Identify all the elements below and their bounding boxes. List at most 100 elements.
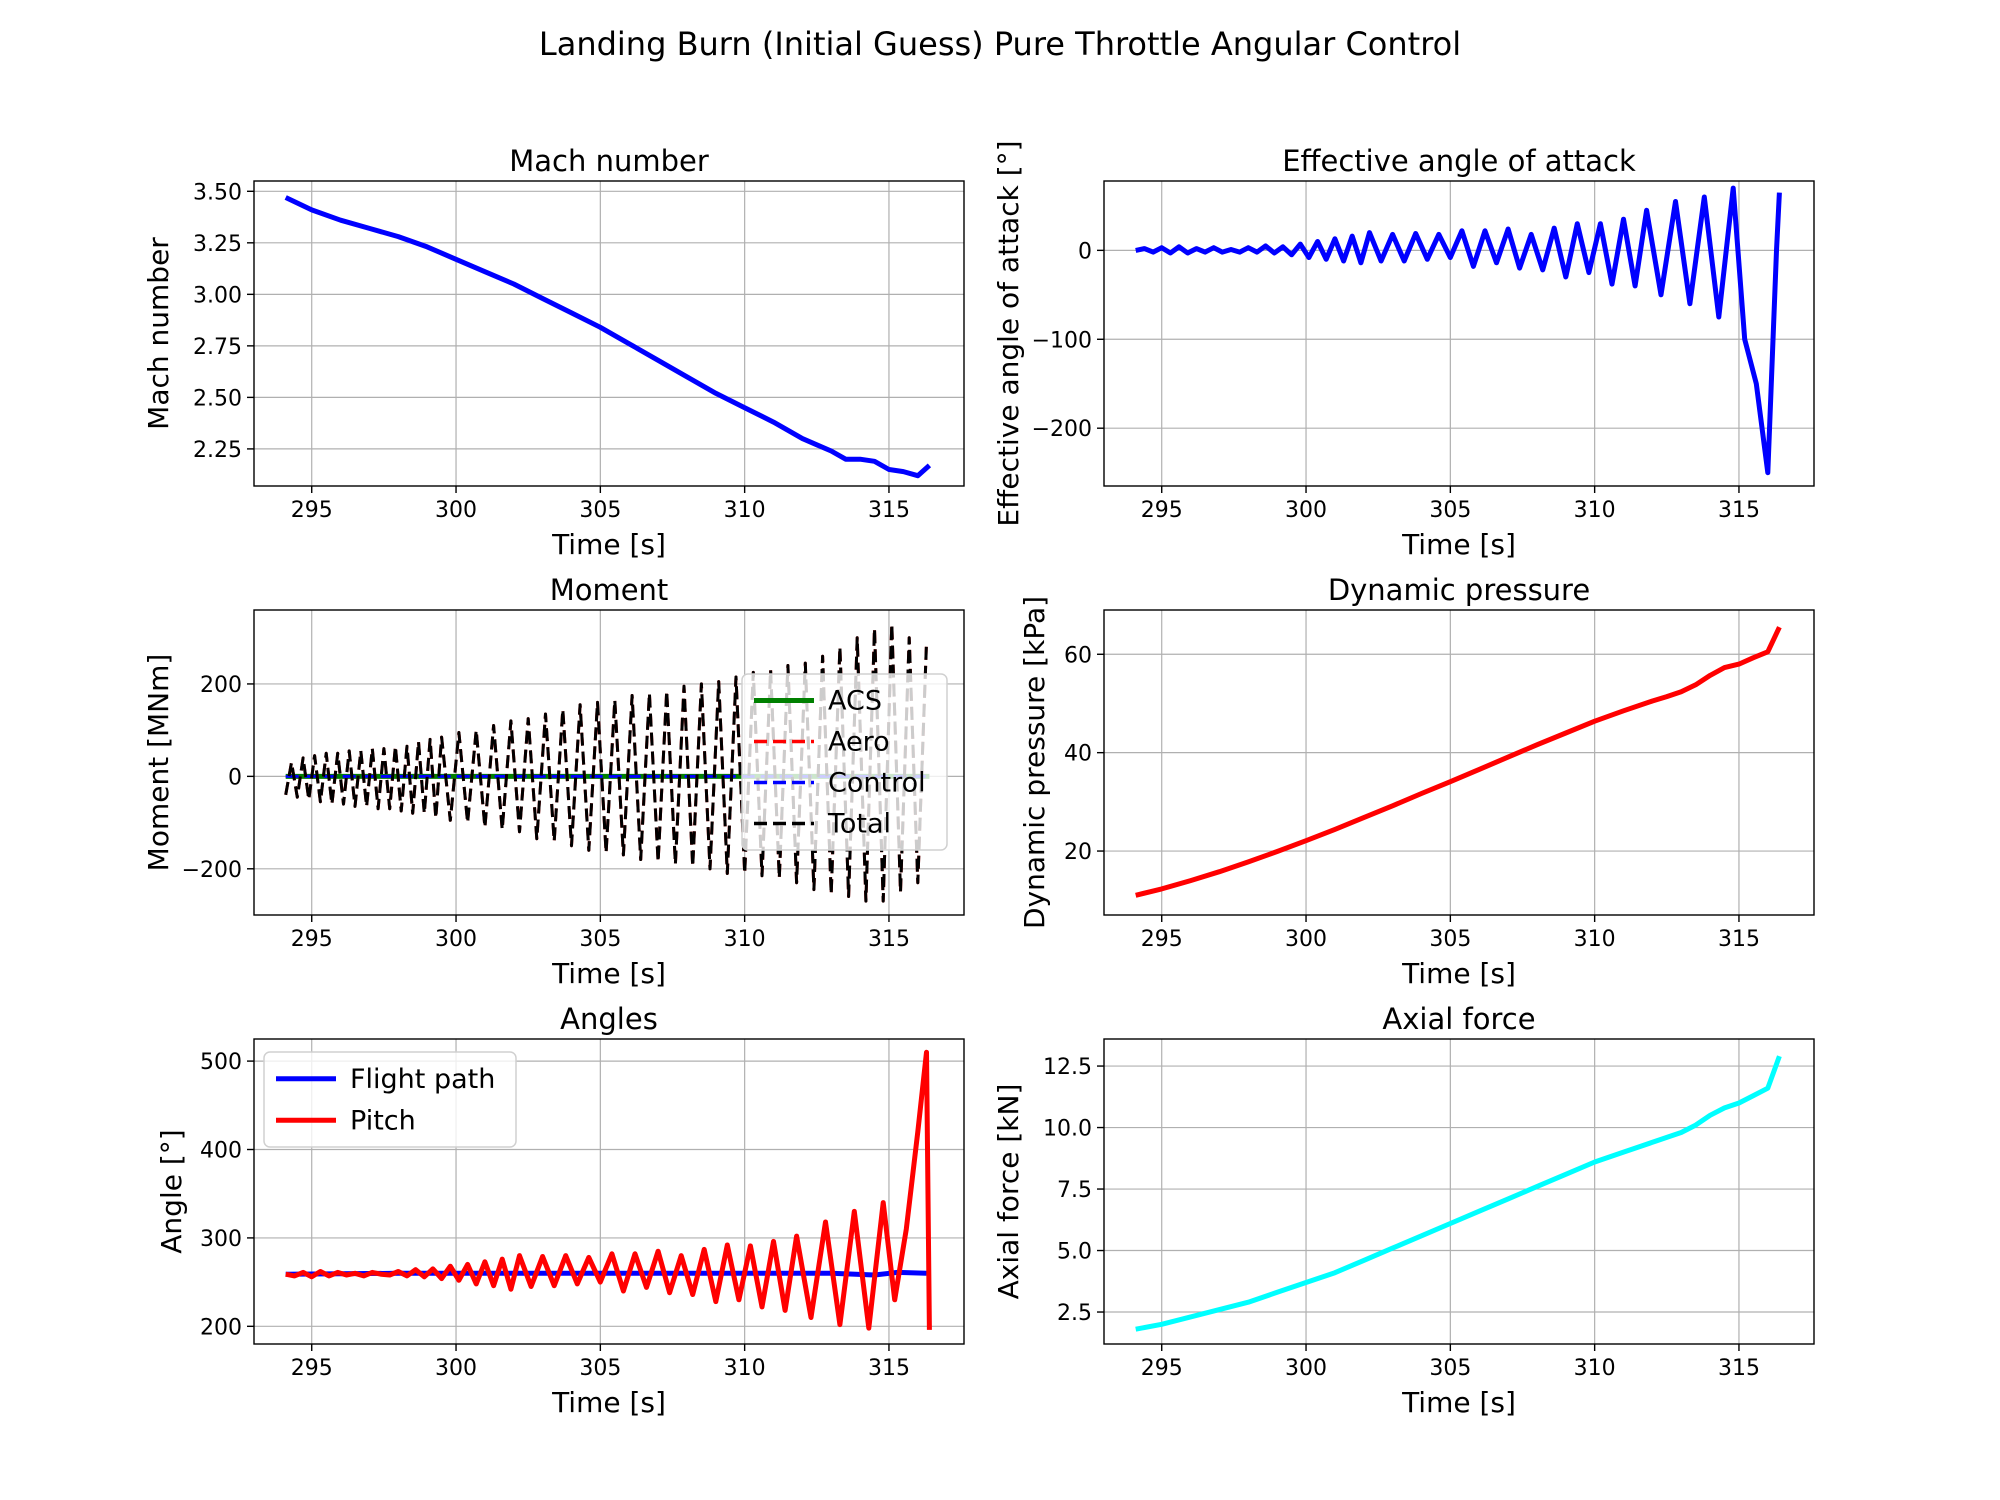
x-tick-label: 315: [1718, 927, 1760, 952]
x-axis-label: Time [s]: [551, 1386, 666, 1419]
x-tick-label: 295: [291, 927, 333, 952]
x-axis-label: Time [s]: [1401, 957, 1516, 990]
series-line-dynamic-pressure: [1135, 626, 1782, 898]
legend-box: [263, 1051, 517, 1148]
y-tick-label: 10.0: [1043, 1117, 1092, 1142]
x-tick-label: 315: [1718, 498, 1760, 523]
y-tick-label: 2.25: [193, 438, 242, 463]
chart-angles: 295 300 305 310 315 200 300 400 500 Angles Time [s…: [155, 1002, 965, 1419]
y-axis-label: Angle [°]: [155, 1129, 188, 1253]
x-tick-label: 315: [868, 927, 910, 952]
y-tick-label: 3.25: [193, 232, 242, 257]
chart-mach-number: 295 300 305 310 315 2.25 2.50 2.75 3.00 3.25 3.50 M…: [142, 144, 965, 561]
series-group: [1135, 185, 1782, 476]
plot-frame: [253, 609, 965, 916]
x-tick-label: 315: [1718, 1356, 1760, 1381]
x-tick-label: 310: [724, 498, 766, 523]
y-tick-label: 5.0: [1057, 1240, 1092, 1265]
x-tick-label: 315: [868, 498, 910, 523]
y-tick-label: −200: [1032, 417, 1092, 442]
y-tick-label: 12.5: [1043, 1055, 1092, 1080]
chart-title: Dynamic pressure: [1328, 573, 1590, 607]
x-tick-label: 300: [1285, 498, 1327, 523]
y-axis-label: Axial force [kN]: [992, 1084, 1025, 1300]
y-axis-label: Effective angle of attack [°]: [992, 140, 1025, 526]
chart-angle-of-attack: 295 300 305 310 315 −200 −100 0 Effective angle …: [992, 140, 1815, 561]
chart-dynamic-pressure: 295 300 305 310 315 20 40 60 Dynamic pressure Tim…: [1018, 573, 1815, 990]
legend-label: Aero: [828, 727, 890, 758]
legend: Flight path Pitch: [263, 1051, 517, 1148]
y-tick-label: 0: [1078, 239, 1092, 264]
y-tick-label: 200: [200, 1315, 242, 1340]
x-axis-label: Time [s]: [551, 957, 666, 990]
x-tick-label: 305: [1429, 1356, 1471, 1381]
y-axis-label: Dynamic pressure [kPa]: [1018, 596, 1051, 929]
legend-box: [741, 673, 948, 851]
y-tick-label: 200: [200, 673, 242, 698]
x-tick-label: 310: [1574, 927, 1616, 952]
y-tick-label: −200: [182, 858, 242, 883]
x-tick-label: 295: [291, 1356, 333, 1381]
x-tick-label: 300: [1285, 927, 1327, 952]
y-tick-label: 7.5: [1057, 1178, 1092, 1203]
chart-title: Mach number: [509, 144, 709, 178]
x-tick-label: 300: [435, 498, 477, 523]
x-tick-label: 295: [1141, 1356, 1183, 1381]
y-tick-label: 2.75: [193, 335, 242, 360]
chart-axial-force: 295 300 305 310 315 2.5 5.0 7.5 10.0 12.5 Axial fo…: [992, 1002, 1815, 1419]
chart-title: Angles: [560, 1002, 658, 1036]
y-tick-label: 500: [200, 1050, 242, 1075]
series-group: [285, 1049, 932, 1331]
legend-label: Flight path: [350, 1064, 495, 1095]
x-tick-label: 295: [1141, 927, 1183, 952]
x-tick-label: 315: [868, 1356, 910, 1381]
legend-label: Pitch: [350, 1105, 416, 1136]
y-tick-label: 300: [200, 1227, 242, 1252]
x-tick-label: 310: [724, 1356, 766, 1381]
plot-frame: [1103, 1038, 1815, 1345]
legend: ACS Aero Control Total: [741, 673, 948, 851]
series-group: [1135, 626, 1782, 898]
figure-title: Landing Burn (Initial Guess) Pure Thrott…: [539, 25, 1461, 63]
y-tick-label: −100: [1032, 328, 1092, 353]
plot-frame: [1103, 180, 1815, 487]
x-tick-label: 310: [724, 927, 766, 952]
plot-frame: [1103, 609, 1815, 916]
y-tick-label: 3.00: [193, 283, 242, 308]
chart-title: Moment: [550, 573, 669, 607]
series-line-mach-number: [284, 195, 932, 479]
plot-frame: [253, 180, 965, 487]
chart-title: Axial force: [1382, 1002, 1535, 1036]
x-tick-label: 305: [579, 927, 621, 952]
x-tick-label: 300: [1285, 1356, 1327, 1381]
series-line-axial-force: [1135, 1055, 1782, 1332]
chart-moment: 295 300 305 310 315 −200 0 200 Moment Time [s] Mom…: [142, 573, 965, 990]
y-tick-label: 60: [1064, 643, 1092, 668]
y-axis-label: Mach number: [142, 237, 175, 430]
x-axis-label: Time [s]: [551, 528, 666, 561]
x-tick-label: 310: [1574, 498, 1616, 523]
x-tick-label: 305: [1429, 498, 1471, 523]
legend-label: Total: [827, 809, 891, 840]
x-tick-label: 310: [1574, 1356, 1616, 1381]
y-axis-label: Moment [MNm]: [142, 654, 175, 872]
series-line-angle-of-attack: [1135, 185, 1782, 476]
y-tick-label: 0: [228, 765, 242, 790]
y-tick-label: 400: [200, 1139, 242, 1164]
series-group: [284, 195, 932, 479]
x-tick-label: 305: [1429, 927, 1471, 952]
x-tick-label: 305: [579, 1356, 621, 1381]
x-axis-label: Time [s]: [1401, 1386, 1516, 1419]
x-tick-label: 295: [1141, 498, 1183, 523]
y-tick-label: 2.50: [193, 386, 242, 411]
x-tick-label: 305: [579, 498, 621, 523]
x-tick-label: 295: [291, 498, 333, 523]
legend-label: Control: [828, 768, 926, 799]
plot-frame: [253, 1038, 965, 1345]
y-tick-label: 2.5: [1057, 1301, 1092, 1326]
y-tick-label: 40: [1064, 742, 1092, 767]
legend-label: ACS: [828, 686, 882, 717]
x-axis-label: Time [s]: [1401, 528, 1516, 561]
x-tick-label: 300: [435, 1356, 477, 1381]
